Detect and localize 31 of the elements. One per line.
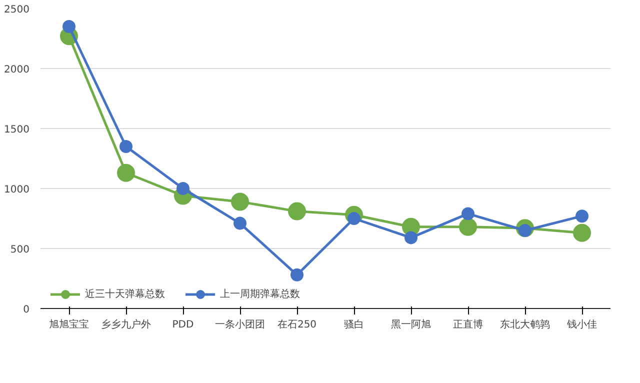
point — [459, 218, 477, 236]
x-tick-label: 旭旭宝宝 — [49, 318, 89, 330]
point — [176, 182, 190, 195]
y-tick-label: 1000 — [4, 184, 30, 196]
point — [576, 210, 588, 223]
point — [234, 216, 246, 230]
point — [231, 192, 249, 211]
y-tick-label: 0 — [23, 304, 30, 316]
point — [117, 164, 135, 182]
point — [573, 224, 591, 242]
point — [462, 207, 474, 220]
x-tick-label: 钱小佳 — [566, 318, 597, 330]
x-tick-label: 正直博 — [453, 318, 483, 330]
legend-label: 近三十天弹幕总数 — [85, 288, 165, 301]
y-tick-label: 500 — [10, 244, 30, 256]
x-tick-label: 一条小团团 — [215, 318, 265, 330]
x-tick-label: 在石250 — [277, 318, 317, 330]
point — [120, 140, 132, 153]
point — [288, 202, 306, 220]
y-tick-label: 1500 — [4, 124, 30, 136]
y-tick-label: 2000 — [4, 64, 30, 76]
x-tick-label: PDD — [172, 320, 194, 330]
x-tick-label: 乡乡九户外 — [101, 318, 151, 330]
x-tick-label: 东北大鹌鹑 — [500, 318, 550, 330]
point — [404, 231, 418, 244]
x-tick-label: 黑一阿旭 — [391, 318, 431, 330]
x-tick-label: 骚白 — [344, 318, 364, 330]
y-tick-label: 2500 — [4, 4, 30, 16]
point — [62, 20, 76, 33]
point — [290, 268, 304, 282]
legend-label: 上一周期弹幕总数 — [220, 288, 300, 301]
